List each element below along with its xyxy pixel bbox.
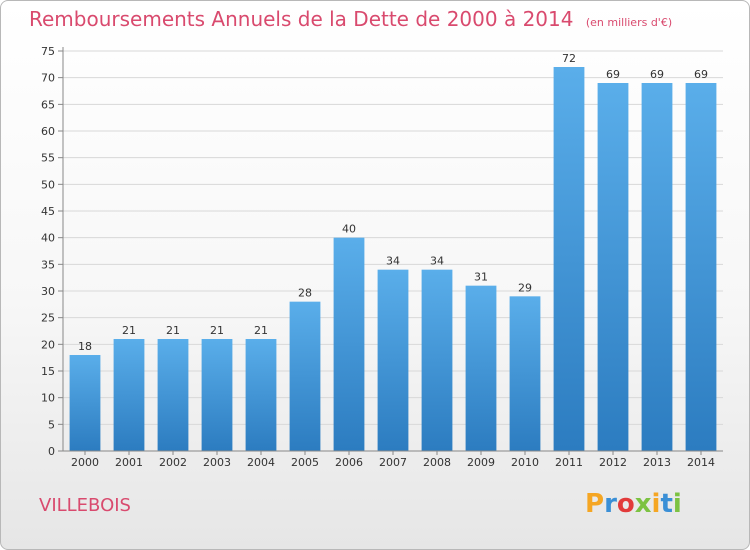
value-label-2009: 31	[474, 271, 488, 284]
logo-letter: i	[672, 489, 682, 519]
y-tick-label: 35	[41, 258, 55, 271]
bar-2013	[641, 83, 673, 451]
value-label-2001: 21	[122, 324, 136, 337]
y-tick-label: 70	[41, 72, 55, 85]
x-tick-label-2004: 2004	[247, 456, 275, 469]
bar-2010	[509, 296, 541, 451]
y-tick-label: 20	[41, 338, 55, 351]
logo-letter: P	[585, 489, 605, 519]
x-tick-label-2000: 2000	[71, 456, 99, 469]
bar-2000	[69, 355, 101, 451]
logo-letter: r	[604, 489, 617, 519]
chart-subtitle: (en milliers d'€)	[585, 16, 673, 29]
y-tick-label: 25	[41, 312, 55, 325]
logo-letter: o	[616, 489, 635, 519]
value-label-2010: 29	[518, 281, 532, 294]
x-tick-label-2006: 2006	[335, 456, 363, 469]
value-label-2012: 69	[606, 68, 620, 81]
x-tick-label-2008: 2008	[423, 456, 451, 469]
y-tick-label: 30	[41, 285, 55, 298]
bar-2014	[685, 83, 717, 451]
x-tick-label-2002: 2002	[159, 456, 187, 469]
bar-2001	[113, 339, 145, 451]
bar-2012	[597, 83, 629, 451]
y-tick-label: 55	[41, 152, 55, 165]
x-tick-label-2003: 2003	[203, 456, 231, 469]
y-tick-label: 50	[41, 178, 55, 191]
bar-2011	[553, 67, 585, 451]
bar-2004	[245, 339, 277, 451]
y-tick-label: 40	[41, 232, 55, 245]
value-label-2002: 21	[166, 324, 180, 337]
bar-2006	[333, 237, 365, 451]
logo-letter: i	[651, 489, 661, 519]
x-tick-label-2012: 2012	[599, 456, 627, 469]
x-tick-label-2005: 2005	[291, 456, 319, 469]
proxiti-logo: Proxiti	[585, 489, 682, 519]
y-tick-label: 75	[41, 45, 55, 58]
value-label-2006: 40	[342, 223, 356, 236]
y-tick-label: 0	[48, 445, 55, 458]
value-label-2007: 34	[386, 255, 400, 268]
x-tick-label-2014: 2014	[687, 456, 715, 469]
y-tick-label: 10	[41, 392, 55, 405]
value-label-2004: 21	[254, 324, 268, 337]
y-tick-label: 60	[41, 125, 55, 138]
x-tick-label-2011: 2011	[555, 456, 583, 469]
x-tick-label-2010: 2010	[511, 456, 539, 469]
value-label-2000: 18	[78, 340, 92, 353]
value-label-2008: 34	[430, 255, 444, 268]
value-labels: 18 21 21 21 21 28 40 34 34 31 29 72 69 69 69	[78, 52, 708, 353]
bar-2008	[421, 269, 453, 451]
bar-2002	[157, 339, 189, 451]
x-tick-label-2009: 2009	[467, 456, 495, 469]
y-tick-label: 15	[41, 365, 55, 378]
bar-2007	[377, 269, 409, 451]
axes: 0 5 10 15 20 25 30 35 40 45 50 55 60 65 70 75 2000 2001 20…	[41, 45, 723, 469]
value-label-2013: 69	[650, 68, 664, 81]
bars	[69, 67, 717, 451]
value-label-2011: 72	[562, 52, 576, 65]
x-tick-label-2001: 2001	[115, 456, 143, 469]
place-name: VILLEBOIS	[39, 495, 131, 516]
bar-2005	[289, 301, 321, 451]
bar-2009	[465, 285, 497, 451]
chart-title: Remboursements Annuels de la Dette de 20…	[29, 7, 672, 31]
y-tick-label: 65	[41, 98, 55, 111]
bar-2003	[201, 339, 233, 451]
y-tick-label: 45	[41, 205, 55, 218]
x-tick-label-2013: 2013	[643, 456, 671, 469]
y-tick-label: 5	[48, 418, 55, 431]
x-tick-label-2007: 2007	[379, 456, 407, 469]
value-label-2005: 28	[298, 287, 312, 300]
value-label-2014: 69	[694, 68, 708, 81]
logo-letter: x	[634, 489, 652, 519]
value-label-2003: 21	[210, 324, 224, 337]
logo-letter: t	[660, 489, 673, 519]
chart-title-text: Remboursements Annuels de la Dette de 20…	[29, 7, 574, 31]
